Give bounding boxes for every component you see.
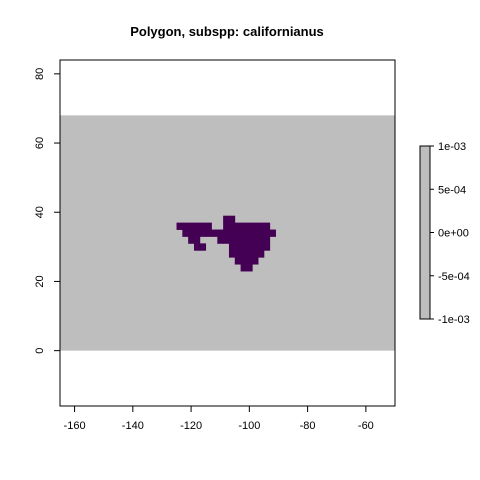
polygon-cell — [234, 236, 242, 244]
polygon-cell — [246, 229, 253, 237]
polygon-cell — [234, 243, 242, 251]
polygon-cell — [182, 229, 189, 237]
polygon-cell — [199, 222, 207, 230]
polygon-cell — [194, 243, 201, 251]
polygon-cell — [228, 250, 236, 258]
polygon-cell — [246, 222, 253, 230]
polygon-cell — [176, 222, 183, 230]
polygon-cell — [228, 229, 236, 237]
chart-title: Polygon, subspp: californianus — [130, 24, 324, 39]
polygon-cell — [246, 243, 253, 251]
polygon-cell — [211, 229, 218, 237]
polygon-cell — [240, 257, 247, 265]
polygon-cell — [234, 222, 242, 230]
plot-frame — [59, 59, 396, 407]
polygon-cell — [246, 264, 253, 272]
y-tick-label: 80 — [34, 68, 46, 80]
polygon-cell — [252, 222, 259, 230]
x-tick-label: -80 — [300, 420, 316, 432]
polygon-cell — [205, 222, 212, 230]
polygon-cell — [182, 222, 189, 230]
polygon-cell — [240, 243, 247, 251]
y-tick-label: 60 — [34, 137, 46, 149]
y-tick-label: 0 — [34, 348, 46, 354]
legend-tick-label: 1e-03 — [438, 141, 466, 153]
polygon-cell — [194, 236, 201, 244]
x-tick-label: -160 — [64, 420, 86, 432]
polygon-cell — [263, 222, 271, 230]
polygon-cell — [188, 236, 195, 244]
legend-tick-label: 5e-04 — [438, 184, 466, 196]
polygon-cell — [252, 250, 259, 258]
polygon-cell — [240, 236, 247, 244]
polygon-cell — [263, 243, 271, 251]
polygon-cell — [258, 243, 265, 251]
polygon-cell — [258, 229, 265, 237]
polygon-cell — [252, 236, 259, 244]
polygon-cell — [234, 250, 242, 258]
polygon-cell — [240, 229, 247, 237]
polygon-cell — [258, 236, 265, 244]
legend-tick-label: 0e+00 — [438, 228, 469, 240]
polygon-cell — [205, 229, 212, 237]
polygon-cell — [228, 215, 236, 224]
polygon-cell — [188, 229, 195, 237]
polygon-cell — [223, 215, 230, 224]
polygon-cell — [223, 236, 230, 244]
polygon-cell — [199, 229, 207, 237]
y-tick-label: 20 — [34, 275, 46, 287]
polygon-cell — [228, 243, 236, 251]
polygon-cell — [258, 222, 265, 230]
polygon-cell — [199, 243, 207, 251]
y-tick-label: 40 — [34, 206, 46, 218]
polygon-cell — [217, 236, 224, 244]
polygon-cell — [246, 250, 253, 258]
polygon-cell — [246, 257, 253, 265]
polygon-cell — [194, 229, 201, 237]
polygon-cell — [217, 229, 224, 237]
polygon-cell — [194, 222, 201, 230]
legend-tick-label: -1e-03 — [438, 314, 470, 326]
polygon-cell — [223, 229, 230, 237]
legend-tick-label: -5e-04 — [438, 271, 470, 283]
x-tick-label: -120 — [180, 420, 202, 432]
polygon-cell — [258, 250, 265, 258]
polygon-cell — [240, 264, 247, 272]
polygon-cell — [252, 229, 259, 237]
polygon-cell — [240, 222, 247, 230]
polygon-cell — [223, 222, 230, 230]
polygon-cell — [252, 243, 259, 251]
polygon-cell — [263, 229, 271, 237]
polygon-layer — [176, 215, 276, 272]
polygon-cell — [228, 236, 236, 244]
x-axis: -160 -140 -120 -100 -80 -60 — [64, 406, 374, 432]
color-legend: 1e-03 5e-04 0e+00 -5e-04 -1e-03 — [419, 141, 470, 326]
y-axis: 0 20 40 60 80 — [34, 68, 60, 354]
x-tick-label: -100 — [238, 420, 260, 432]
polygon-cell — [234, 229, 242, 237]
polygon-cell — [246, 236, 253, 244]
polygon-cell — [263, 236, 271, 244]
polygon-cell — [188, 222, 195, 230]
legend-bar — [419, 145, 431, 320]
polygon-cell — [269, 229, 276, 237]
polygon-cell — [228, 222, 236, 230]
x-tick-label: -140 — [122, 420, 144, 432]
polygon-cell — [252, 257, 259, 265]
polygon-cell — [240, 250, 247, 258]
polygon-cell — [234, 257, 242, 265]
x-tick-label: -60 — [358, 420, 374, 432]
